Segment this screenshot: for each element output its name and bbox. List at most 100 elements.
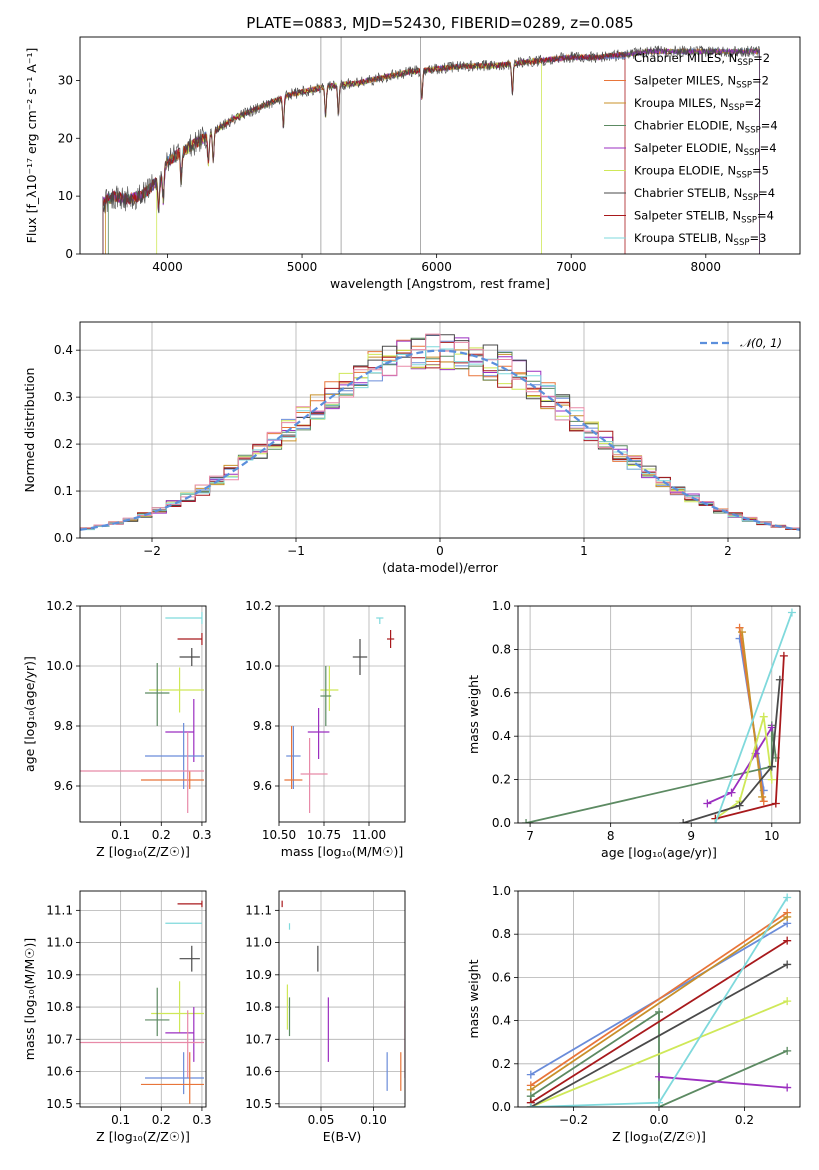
age_vs_Z-frame (79, 605, 207, 823)
massweight_vs_Z-xtick-label: −0.2 (559, 1113, 588, 1127)
age_vs_Z-xtick-label: 0.3 (192, 828, 211, 842)
age_vs_mass-point-salpeter_elodie (307, 708, 330, 759)
weight-line (706, 727, 773, 805)
residuals-ytick-label: 0.4 (54, 343, 73, 357)
age_vs_Z-xlabel: Z [log₁₀(Z/Z☉)] (96, 844, 190, 859)
residuals-ytick-label: 0.0 (54, 531, 73, 545)
age_vs_mass-ytick-label: 9.8 (253, 719, 272, 733)
age_vs_Z-point-kroupa_elodie (149, 667, 204, 713)
mass_vs_EBV-xlabel: E(B-V) (323, 1129, 362, 1144)
legend-sub: SSP (744, 148, 760, 158)
mass_vs_EBV-ytick-label: 11.0 (245, 936, 272, 950)
age_vs_mass-point-chabrier_stelib (352, 639, 368, 675)
massweight_vs_Z-ytick-label: 0.8 (492, 927, 511, 941)
massweight_vs_age-xtick-label: 7 (526, 829, 534, 843)
spectrum-axes: 4000 5000 6000 7000 8000 0 10 20 30 wavelength [A… (24, 37, 760, 291)
spectrum-ytick-label: 30 (58, 73, 73, 87)
spectrum-legend-label: Kroupa STELIB, NSSP=3 (634, 231, 766, 248)
weight-marker (783, 912, 792, 921)
residuals-legend-label: 𝒩(0, 1) (740, 336, 782, 350)
mass_vs_Z-ytick-label: 10.7 (46, 1032, 73, 1046)
spectrum-xtick-label: 5000 (287, 260, 318, 274)
spectrum-plot-area (102, 37, 760, 254)
residuals-ytick-label: 0.3 (54, 390, 73, 404)
age_vs_mass-point-chabrier_elodie (320, 666, 332, 726)
massweight_vs_age-series-chabrier_elodie (522, 721, 780, 823)
weight-line (682, 679, 781, 823)
legend-model: Chabrier MILES, N (634, 51, 737, 65)
legend-model: Salpeter MILES, N (634, 74, 736, 88)
massweight_vs_Z-series-chabrier_elodie (526, 1007, 792, 1107)
spectrum-xlabel: wavelength [Angstrom, rest frame] (330, 276, 550, 291)
mass_vs_EBV-plot-area (281, 900, 405, 1091)
weight-marker (735, 801, 744, 810)
mass_vs_Z-ytick-label: 10.8 (46, 1000, 73, 1014)
massweight_vs_age-xlabel: age [log₁₀(age/yr)] (601, 845, 717, 860)
weight-marker (711, 819, 720, 823)
spectrum-frame (79, 36, 801, 255)
legend-model: Kroupa MILES, N (634, 96, 729, 110)
mass_vs_Z-frame (79, 890, 207, 1108)
mass_vs_Z-ylabel: mass [log₁₀(M/M☉)] (22, 938, 37, 1060)
residuals-axes: −2 −1 0 1 2 0.0 0.1 0.2 0.3 0.4 (data-model)/error… (22, 322, 800, 575)
legend-sub: SSP (736, 81, 752, 91)
weight-line (525, 725, 777, 823)
age_vs_Z-point-chabrier_miles (145, 723, 204, 789)
residuals-ytick-label: 0.2 (54, 437, 73, 451)
residual-histogram-salpeter_stelib (80, 341, 800, 530)
figure-title: PLATE=0883, MJD=52430, FIBERID=0289, z=0… (246, 14, 633, 32)
massweight_vs_age-xtick-label: 10 (764, 829, 779, 843)
weight-marker (735, 623, 744, 632)
spectrum-legend-label: Salpeter STELIB, NSSP=4 (634, 209, 774, 226)
massweight_vs_Z-ytick-label: 0.4 (492, 1014, 511, 1028)
mass_vs_EBV-xtick-label: 0.10 (360, 1113, 387, 1127)
massweight_vs_age-ytick-label: 0.0 (492, 816, 511, 830)
weight-marker (526, 1070, 535, 1079)
mass_vs_Z-xlabel: Z [log₁₀(Z/Z☉)] (96, 1129, 190, 1144)
mass_vs_Z-axes: 0.1 0.2 0.3 10.5 10.6 10.7 10.8 10.9 11.0 11.1 Z [… (22, 891, 211, 1144)
weight-line (714, 612, 793, 823)
spectrum-xtick-label: 7000 (556, 260, 587, 274)
mass_vs_EBV-ytick-label: 10.6 (245, 1065, 272, 1079)
spectrum-legend-label: Salpeter MILES, NSSP=2 (634, 74, 769, 91)
mass_vs_EBV-ytick-label: 10.7 (245, 1032, 272, 1046)
age_vs_Z-xtick-label: 0.2 (152, 828, 171, 842)
spectrum-legend-label: Kroupa ELODIE, NSSP=5 (634, 164, 769, 181)
age_vs_Z-point-miles_extra (80, 732, 204, 813)
spectrum-series-chabrier_stelib (102, 45, 760, 254)
legend-sub: SSP (745, 126, 761, 136)
massweight_vs_Z-series-kroupa_miles (526, 912, 792, 1094)
massweight_vs_age-ytick-label: 0.4 (492, 729, 511, 743)
weight-marker (526, 1103, 535, 1107)
weight-marker (655, 1007, 663, 1016)
spectrum-ytick-label: 10 (58, 189, 73, 203)
weight-marker (783, 997, 792, 1006)
massweight_vs_age-grid (518, 605, 800, 824)
mass_vs_Z-xtick-label: 0.1 (111, 1113, 130, 1127)
massweight_vs_Z-xtick-label: 0.2 (735, 1113, 754, 1127)
spectrum-legend-label: Chabrier STELIB, NSSP=4 (634, 186, 775, 203)
legend-model: Salpeter STELIB, N (634, 209, 741, 223)
residuals-xtick-label: 2 (724, 544, 732, 558)
mass_vs_EBV-ytick-label: 10.5 (245, 1097, 272, 1111)
normal-curve (80, 349, 800, 531)
legend-model: Chabrier ELODIE, N (634, 119, 745, 133)
mass_vs_Z-point-chabrier_miles (145, 1052, 204, 1095)
mass_vs_Z-point-miles_extra (80, 1010, 204, 1078)
massweight_vs_age-ytick-label: 0.8 (492, 642, 511, 656)
spectrum-ytick-label: 0 (65, 247, 73, 261)
age_vs_Z-ytick-label: 10.2 (46, 599, 73, 613)
weight-line (658, 1075, 788, 1089)
age_vs_mass-point-kroupa_stelib (376, 617, 384, 624)
massweight_vs_Z-xtick-label: 0.0 (649, 1113, 668, 1127)
age_vs_Z-ylabel: age [log₁₀(age/yr)] (22, 656, 37, 772)
mass_vs_Z-ytick-label: 11.0 (46, 936, 73, 950)
weight-marker (737, 628, 746, 637)
mass_vs_Z-point-salpeter_stelib (177, 900, 203, 908)
spectrum-legend-label: Chabrier MILES, NSSP=2 (634, 51, 770, 68)
spectrum-xtick-label: 6000 (421, 260, 452, 274)
mass_vs_Z-plot-area (80, 900, 204, 1104)
legend-sub: SSP (736, 171, 752, 181)
spectrum-legend-label: Salpeter ELODIE, NSSP=4 (634, 141, 777, 158)
